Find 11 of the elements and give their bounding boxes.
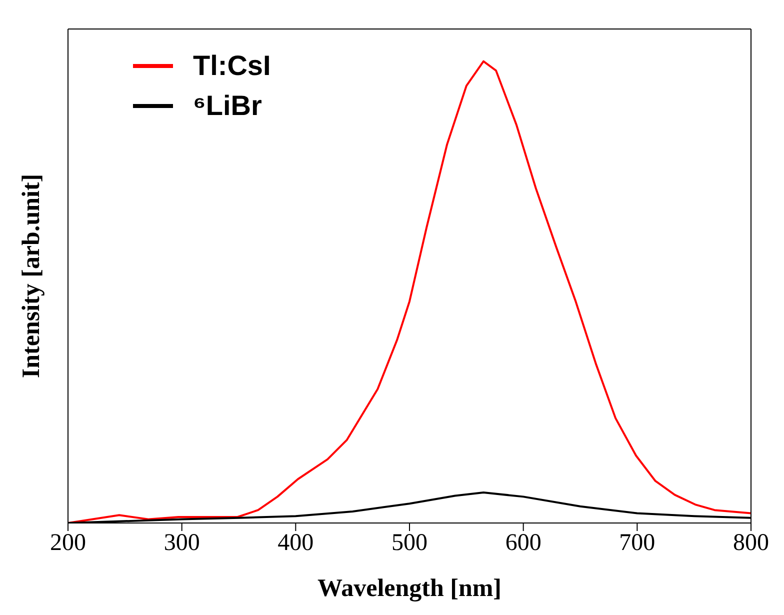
legend-label: Tl:CsI [193, 50, 271, 82]
x-tick-label: 500 [392, 530, 428, 556]
legend-label: ⁶LiBr [193, 90, 262, 122]
x-tick-label: 600 [505, 530, 542, 556]
x-tick-label: 800 [733, 530, 769, 556]
x-tick-label: 300 [164, 530, 200, 556]
y-axis-title: Intensity [arb.unit] [18, 174, 45, 378]
x-axis-title: Wavelength [nm] [317, 575, 502, 602]
x-tick-label: 200 [50, 530, 86, 556]
x-tick-label: 700 [619, 530, 656, 556]
x-tick-label: 400 [278, 530, 314, 556]
